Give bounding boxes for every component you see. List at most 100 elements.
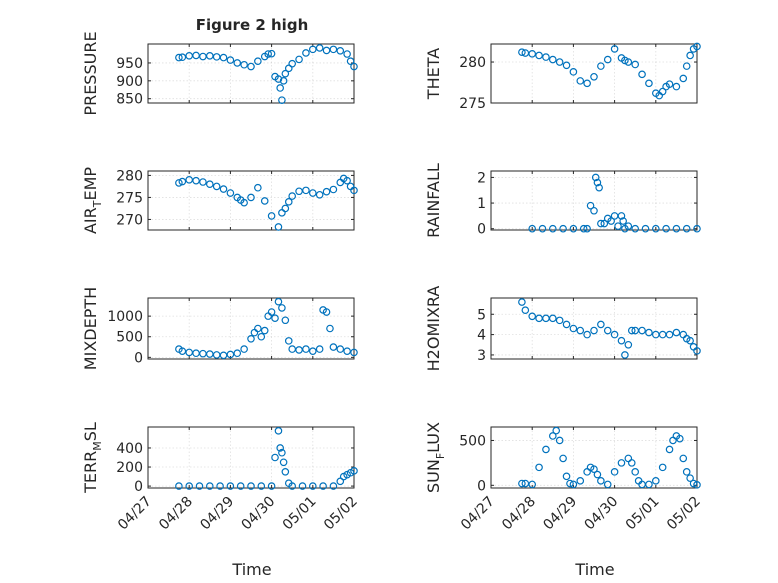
data-point [178, 177, 187, 186]
data-point [322, 308, 331, 316]
subplot-7: 04/27 04/28 04/29 04/30 05/01 05/02 0 200 400 TER… [81, 422, 361, 533]
data-point [658, 87, 667, 96]
data-point [278, 96, 286, 104]
data-point [672, 224, 681, 233]
data-point [336, 345, 345, 353]
data-point [682, 62, 691, 70]
data-point [295, 55, 303, 64]
x-tick-label: 04/28 [499, 494, 539, 534]
data-point [593, 470, 602, 479]
data-point [350, 348, 358, 357]
data-point [274, 75, 283, 83]
data-point [610, 468, 619, 476]
data-point [216, 482, 224, 490]
data-point [686, 474, 694, 482]
data-point [645, 328, 653, 337]
data-point [343, 176, 351, 185]
data-point [336, 46, 345, 55]
data-point [597, 477, 605, 485]
data-point [597, 219, 605, 228]
axes-box [490, 170, 698, 231]
data-point [178, 347, 187, 355]
data-point [257, 332, 266, 341]
data-point [226, 189, 235, 197]
axes-box [147, 43, 355, 104]
data-point [195, 482, 204, 490]
data-point [254, 57, 262, 65]
data-point [185, 482, 194, 490]
y-tick-label: 275 [459, 96, 486, 112]
data-point [562, 472, 571, 481]
data-point [624, 340, 633, 349]
data-point [693, 224, 701, 233]
y-tick-label: 900 [116, 74, 143, 90]
y-tick-label: 280 [459, 55, 486, 71]
data-point [329, 185, 338, 194]
x-tick-label: 05/02 [321, 494, 361, 534]
data-point [260, 197, 269, 205]
data-point [621, 351, 629, 359]
data-point [590, 206, 598, 215]
data-point [662, 224, 670, 233]
data-point [689, 479, 698, 488]
data-point [279, 458, 288, 467]
data-point [682, 468, 691, 476]
data-point [542, 445, 550, 454]
data-point [350, 62, 358, 71]
data-point [288, 482, 297, 490]
data-point [278, 448, 286, 457]
data-point [576, 77, 585, 85]
data-point [257, 482, 266, 490]
y-tick-label: 200 [116, 460, 143, 476]
data-point [645, 480, 653, 489]
figure-title: Figure 2 high [196, 16, 309, 34]
data-point [676, 434, 684, 443]
data-point [315, 190, 324, 199]
data-point [276, 84, 284, 92]
axes-box [490, 297, 698, 360]
data-point [579, 224, 588, 233]
data-point [278, 304, 286, 312]
subplot-5: 0 500 1000 MIXDEPTH [81, 287, 358, 370]
data-point [267, 482, 276, 490]
data-point [346, 57, 355, 65]
data-point [624, 222, 633, 230]
data-point [566, 479, 574, 488]
data-point [518, 48, 526, 56]
data-point [569, 68, 578, 76]
data-point [542, 53, 550, 61]
y-tick-label: 500 [116, 330, 143, 346]
data-point [247, 62, 255, 71]
data-point [264, 50, 272, 58]
data-point [226, 350, 235, 359]
data-point [288, 192, 297, 200]
data-point [308, 347, 317, 355]
data-point [315, 345, 324, 353]
data-point [562, 320, 571, 329]
data-point [240, 198, 248, 207]
y-axis-label: AIRTEMP [81, 167, 104, 234]
data-point [658, 463, 667, 472]
data-point [548, 314, 557, 323]
data-point [559, 224, 567, 233]
data-point [586, 201, 595, 210]
data-point [600, 219, 609, 228]
data-point [284, 337, 293, 345]
data-point [597, 320, 605, 329]
y-axis-label: THETA [424, 48, 443, 100]
data-point [276, 444, 284, 452]
data-point [308, 189, 317, 197]
data-point [590, 465, 598, 473]
data-point [595, 183, 603, 192]
data-point [693, 481, 701, 489]
data-point [281, 204, 290, 213]
data-point [219, 185, 228, 193]
axes-box [147, 426, 355, 489]
subplot-2: 275 280 THETA [424, 42, 701, 112]
data-point [254, 324, 262, 333]
data-point [576, 326, 585, 335]
data-point [279, 77, 288, 85]
data-point [607, 217, 615, 225]
x-tick-label: 05/01 [623, 494, 663, 534]
data-point [308, 45, 317, 54]
